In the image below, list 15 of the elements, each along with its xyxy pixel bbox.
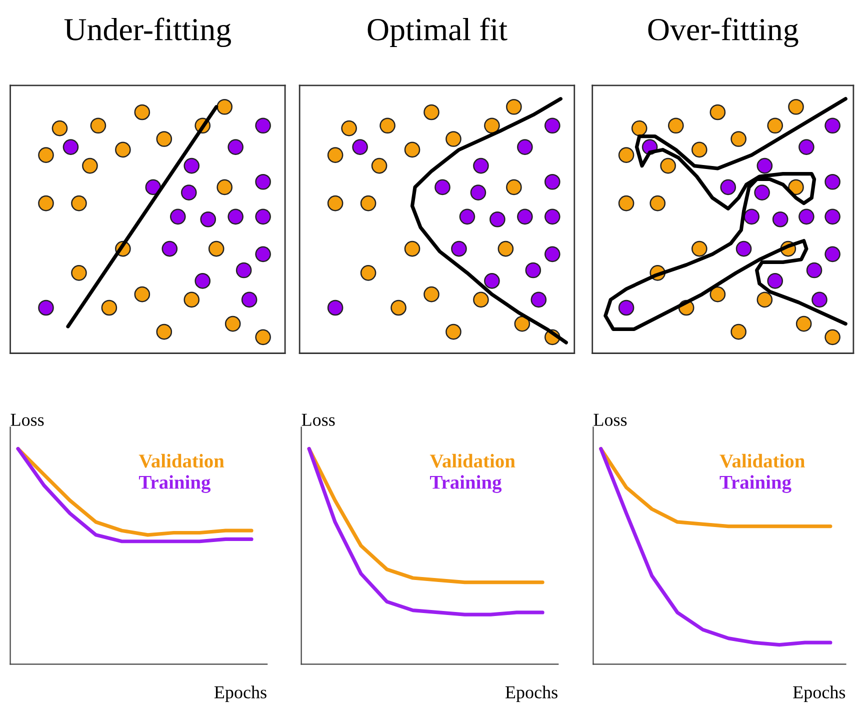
text: Validation bbox=[138, 454, 224, 468]
y-axis-title: Loss bbox=[10, 414, 44, 426]
text: Validation bbox=[430, 454, 516, 468]
text: Training bbox=[720, 475, 792, 493]
x-axis-title: Epochs bbox=[793, 686, 846, 702]
text: Validation bbox=[720, 454, 805, 468]
text: Training bbox=[430, 475, 502, 493]
chart-title: Over-fitting bbox=[648, 18, 798, 47]
x-axis-title: Epochs bbox=[214, 686, 266, 702]
y-axis-title: Loss bbox=[594, 414, 627, 426]
chart-title: Under-fitting bbox=[64, 18, 232, 47]
x-axis-title: Epochs bbox=[505, 686, 558, 702]
chart-title: Optimal fit bbox=[368, 18, 508, 47]
y-axis-title: Loss bbox=[302, 414, 335, 426]
text: Training bbox=[138, 475, 211, 493]
